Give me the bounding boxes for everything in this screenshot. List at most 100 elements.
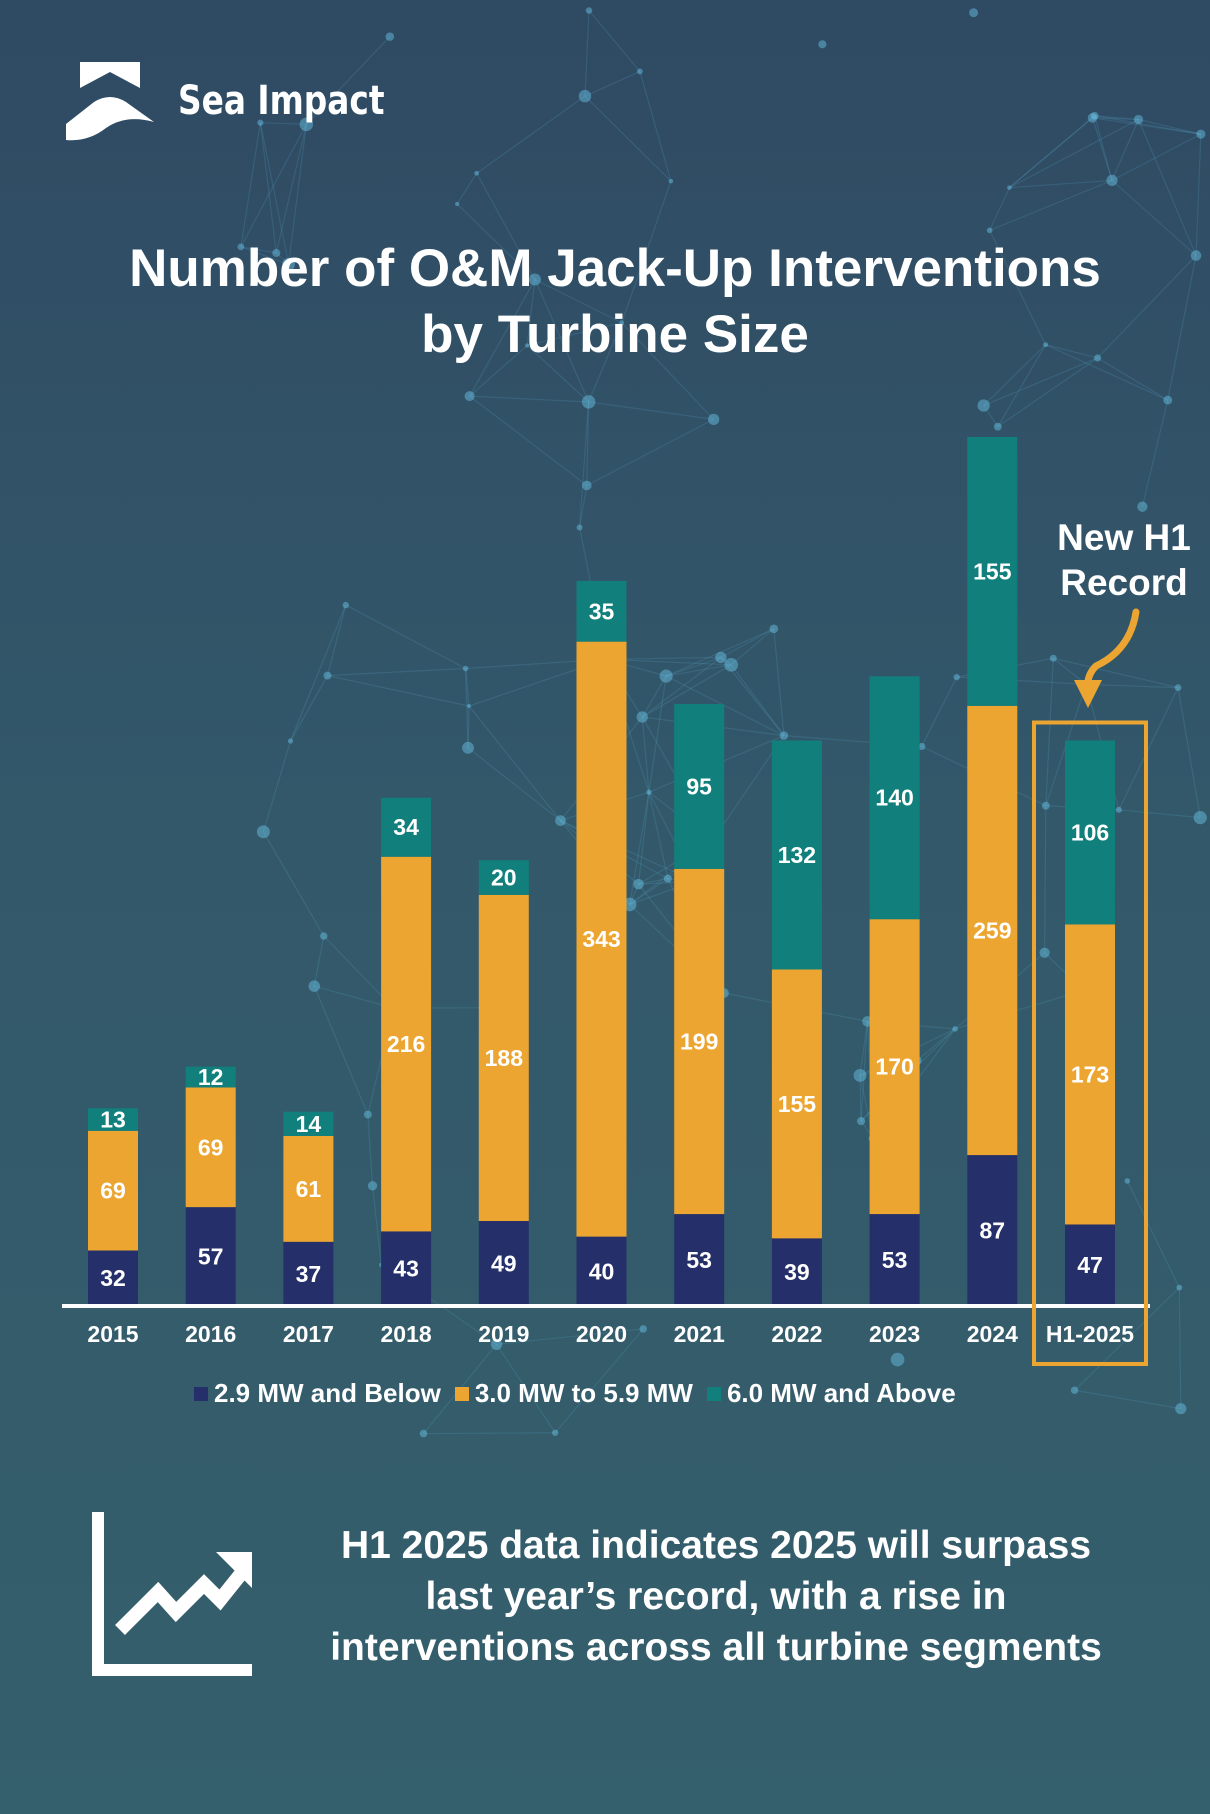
data-label-6-0-mw-and-above-2016: 12 <box>198 1064 224 1090</box>
callout-arrowhead-icon <box>1074 680 1102 708</box>
bar-3-0-mw-to-5-9-mw-2024 <box>967 705 1018 1156</box>
data-label-2-9-mw-and-below-h1-2025: 47 <box>1077 1252 1103 1278</box>
data-label-3-0-mw-to-5-9-mw-2019: 188 <box>485 1045 524 1071</box>
brand-name: Sea Impact <box>178 78 385 124</box>
bar-3-0-mw-to-5-9-mw-h1-2025 <box>1065 924 1115 1225</box>
bar-6-0-mw-and-above-2024 <box>967 436 1018 706</box>
bar-3-0-mw-to-5-9-mw-2018 <box>381 856 432 1232</box>
bar-2-9-mw-and-below-h1-2025 <box>1065 1224 1115 1306</box>
bar-2-9-mw-and-below-2023 <box>869 1214 920 1306</box>
x-tick-label-2016: 2016 <box>185 1321 236 1347</box>
ship-logo-icon <box>66 62 154 141</box>
x-tick-label-2021: 2021 <box>674 1321 725 1347</box>
x-tick-label-2018: 2018 <box>381 1321 432 1347</box>
chart-title: Number of O&M Jack-Up Interventions by T… <box>60 236 1170 368</box>
data-label-6-0-mw-and-above-2023: 140 <box>875 785 913 811</box>
legend-label-3-to-5-9: 3.0 MW to 5.9 MW <box>474 1378 693 1408</box>
legend-item-above-6: 6.0 MW and Above <box>706 1378 956 1409</box>
brand-logo: Sea Impact <box>66 62 385 142</box>
data-label-2-9-mw-and-below-2023: 53 <box>882 1247 908 1273</box>
data-label-6-0-mw-and-above-h1-2025: 106 <box>1071 819 1109 845</box>
bar-6-0-mw-and-above-2020 <box>576 580 627 642</box>
data-label-2-9-mw-and-below-2016: 57 <box>198 1244 224 1270</box>
bar-6-0-mw-and-above-2015 <box>88 1108 138 1131</box>
data-label-6-0-mw-and-above-2019: 20 <box>491 865 517 891</box>
summary-text: H1 2025 data indicates 2025 will surpass… <box>276 1520 1156 1673</box>
bar-3-0-mw-to-5-9-mw-2022 <box>771 969 822 1239</box>
x-tick-label-2022: 2022 <box>771 1321 822 1347</box>
data-label-6-0-mw-and-above-2022: 132 <box>778 842 816 868</box>
bar-3-0-mw-to-5-9-mw-2017 <box>283 1136 334 1242</box>
data-label-3-0-mw-to-5-9-mw-2023: 170 <box>875 1054 913 1080</box>
bar-6-0-mw-and-above-2023 <box>869 676 920 920</box>
data-label-2-9-mw-and-below-2019: 49 <box>491 1251 517 1277</box>
data-label-3-0-mw-to-5-9-mw-2018: 216 <box>387 1031 425 1057</box>
bar-2-9-mw-and-below-2017 <box>283 1241 334 1306</box>
callout-arrow-icon <box>1084 608 1140 694</box>
data-label-2-9-mw-and-below-2021: 53 <box>686 1247 712 1273</box>
callout-text-line-2: Record <box>1060 562 1187 603</box>
data-label-2-9-mw-and-below-2022: 39 <box>784 1259 810 1285</box>
x-tick-label-2023: 2023 <box>869 1321 920 1347</box>
legend-label-above-6: 6.0 MW and Above <box>726 1378 956 1408</box>
data-label-2-9-mw-and-below-2020: 40 <box>589 1258 615 1284</box>
bar-3-0-mw-to-5-9-mw-2015 <box>88 1130 138 1251</box>
data-label-3-0-mw-to-5-9-mw-2016: 69 <box>198 1134 224 1160</box>
legend-swatch-3-to-5-9 <box>454 1386 469 1401</box>
data-label-3-0-mw-to-5-9-mw-2020: 343 <box>582 926 620 952</box>
data-label-3-0-mw-to-5-9-mw-2022: 155 <box>778 1091 817 1117</box>
bar-2-9-mw-and-below-2024 <box>967 1155 1018 1306</box>
chart-legend: 2.9 MW and Below 3.0 MW to 5.9 MW 6.0 MW… <box>194 1378 1054 1409</box>
network-dots <box>237 7 1207 1438</box>
data-label-6-0-mw-and-above-2024: 155 <box>973 558 1012 584</box>
bar-2-9-mw-and-below-2019 <box>478 1221 529 1306</box>
bar-6-0-mw-and-above-2018 <box>381 797 432 857</box>
bar-3-0-mw-to-5-9-mw-2020 <box>576 641 627 1237</box>
bar-6-0-mw-and-above-2019 <box>478 860 529 895</box>
chart-title-line-1: Number of O&M Jack-Up Interventions <box>129 239 1101 298</box>
data-label-6-0-mw-and-above-2020: 35 <box>589 598 615 624</box>
data-label-6-0-mw-and-above-2017: 14 <box>296 1111 322 1137</box>
trend-chart-icon <box>92 1512 252 1676</box>
legend-label-below-2-9: 2.9 MW and Below <box>214 1378 441 1408</box>
data-label-6-0-mw-and-above-2018: 34 <box>393 814 419 840</box>
bar-6-0-mw-and-above-2021 <box>674 704 725 869</box>
legend-swatch-above-6 <box>706 1386 721 1401</box>
data-label-3-0-mw-to-5-9-mw-2017: 61 <box>296 1176 322 1202</box>
data-label-2-9-mw-and-below-2018: 43 <box>393 1256 419 1282</box>
summary-line-2: last year’s record, with a rise in <box>425 1575 1007 1618</box>
data-label-2-9-mw-and-below-2024: 87 <box>980 1218 1006 1244</box>
x-tick-label-2017: 2017 <box>283 1321 334 1347</box>
data-label-2-9-mw-and-below-2015: 32 <box>100 1265 126 1291</box>
bar-2-9-mw-and-below-2021 <box>674 1214 725 1306</box>
bar-2-9-mw-and-below-2020 <box>576 1236 627 1306</box>
data-label-6-0-mw-and-above-2021: 95 <box>686 773 712 799</box>
bar-2-9-mw-and-below-2016 <box>185 1207 236 1306</box>
bar-3-0-mw-to-5-9-mw-2023 <box>869 919 920 1215</box>
bar-6-0-mw-and-above-2016 <box>185 1066 236 1088</box>
bar-6-0-mw-and-above-h1-2025 <box>1065 740 1115 925</box>
data-label-3-0-mw-to-5-9-mw-2024: 259 <box>973 917 1011 943</box>
bar-3-0-mw-to-5-9-mw-2016 <box>185 1087 236 1208</box>
data-label-3-0-mw-to-5-9-mw-2021: 199 <box>680 1028 718 1054</box>
bar-2-9-mw-and-below-2018 <box>381 1231 432 1306</box>
legend-swatch-below-2-9 <box>194 1386 208 1401</box>
bar-6-0-mw-and-above-2017 <box>283 1111 334 1137</box>
data-label-3-0-mw-to-5-9-mw-2015: 69 <box>100 1178 126 1204</box>
bar-3-0-mw-to-5-9-mw-2021 <box>674 868 725 1215</box>
bar-6-0-mw-and-above-2022 <box>771 740 822 970</box>
data-label-2-9-mw-and-below-2017: 37 <box>296 1261 322 1287</box>
chart-title-line-2: by Turbine Size <box>421 305 809 364</box>
bar-2-9-mw-and-below-2022 <box>771 1238 822 1306</box>
x-tick-label-2020: 2020 <box>576 1321 627 1347</box>
legend-item-below-2-9: 2.9 MW and Below <box>194 1378 441 1409</box>
legend-item-3-to-5-9: 3.0 MW to 5.9 MW <box>454 1378 693 1409</box>
summary-line-3: interventions across all turbine segment… <box>330 1626 1102 1669</box>
data-label-3-0-mw-to-5-9-mw-h1-2025: 173 <box>1071 1061 1109 1087</box>
bar-3-0-mw-to-5-9-mw-2019 <box>478 894 529 1222</box>
highlight-box-h1-2025 <box>1032 720 1148 1366</box>
bar-2-9-mw-and-below-2015 <box>88 1250 138 1306</box>
x-tick-label-2024: 2024 <box>967 1321 1018 1347</box>
x-tick-label-2015: 2015 <box>87 1321 138 1347</box>
